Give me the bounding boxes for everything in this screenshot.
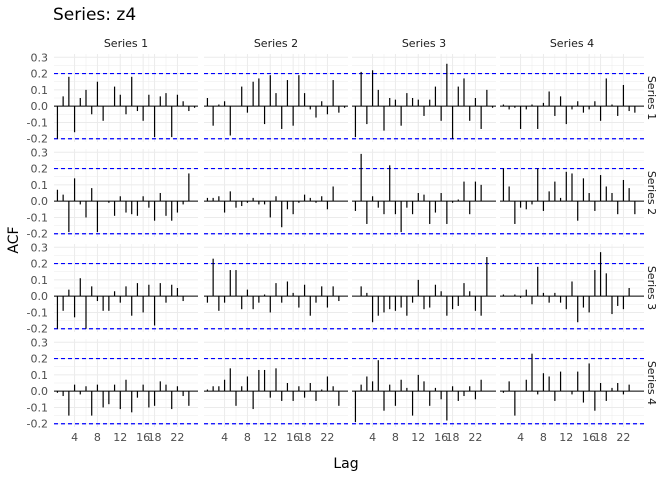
row-strip-label: Series 2 — [645, 171, 658, 215]
y-tick-label: -0.2 — [27, 418, 48, 431]
facet-grid: Series 1 Series 2 Series 3 Series 4 Series 1… — [27, 37, 658, 444]
x-tick-label: 22 — [468, 431, 482, 444]
x-tick-label: 12 — [113, 431, 127, 444]
y-tick-label: 0.1 — [31, 179, 49, 192]
facet-panel — [500, 54, 644, 142]
y-tick-label: -0.1 — [27, 401, 48, 414]
y-tick-label: -0.2 — [27, 133, 48, 146]
column-strip-label: Series 3 — [402, 37, 446, 50]
column-strip-label: Series 2 — [254, 37, 298, 50]
x-tick-label: 18 — [446, 431, 460, 444]
x-tick-label: 8 — [392, 431, 399, 444]
x-tick-label: 12 — [263, 431, 277, 444]
row-strip-label: Series 4 — [645, 361, 658, 405]
x-tick-label: 4 — [71, 431, 78, 444]
x-tick-label: 22 — [616, 431, 630, 444]
facet-panel — [352, 149, 496, 237]
x-tick-label: 18 — [594, 431, 608, 444]
y-tick-label: 0.3 — [31, 146, 49, 159]
x-axis-title: Lag — [333, 456, 358, 472]
x-tick-label: 16 — [582, 431, 596, 444]
y-axis-title: ACF — [6, 226, 22, 253]
facet-panel: -0.2 -0.1 0.0 0.1 0.2 0.3 — [27, 241, 198, 336]
x-tick-label: 18 — [298, 431, 312, 444]
x-tick-label: 22 — [170, 431, 184, 444]
x-tick-label: 4 — [517, 431, 524, 444]
x-tick-label: 4 — [221, 431, 228, 444]
x-tick-label: 12 — [411, 431, 425, 444]
facet-panel — [204, 54, 348, 142]
x-tick-label: 16 — [136, 431, 150, 444]
y-tick-label: 0.3 — [31, 241, 49, 254]
x-tick-label: 4 — [369, 431, 376, 444]
x-tick-label: 16 — [286, 431, 300, 444]
x-tick-label: 16 — [434, 431, 448, 444]
facet-panel — [500, 244, 644, 332]
y-tick-label: 0.0 — [31, 195, 49, 208]
y-tick-label: 0.0 — [31, 385, 49, 398]
y-tick-label: 0.2 — [31, 353, 49, 366]
row-strip-label: Series 3 — [645, 266, 658, 310]
facet-panel — [204, 149, 348, 237]
facet-panel — [500, 149, 644, 237]
facet-panel — [352, 244, 496, 332]
y-tick-label: 0.0 — [31, 290, 49, 303]
y-tick-label: -0.2 — [27, 228, 48, 241]
y-tick-label: -0.1 — [27, 211, 48, 224]
y-tick-label: 0.0 — [31, 100, 49, 113]
y-tick-label: -0.1 — [27, 116, 48, 129]
y-tick-label: -0.1 — [27, 306, 48, 319]
y-tick-label: -0.2 — [27, 323, 48, 336]
y-tick-label: 0.3 — [31, 51, 49, 64]
row-strip-label: Series 1 — [645, 76, 658, 120]
column-strip-label: Series 4 — [550, 37, 594, 50]
facet-panel — [204, 244, 348, 332]
y-tick-label: 0.1 — [31, 274, 49, 287]
facet-panel: -0.2 -0.1 0.0 0.1 0.2 0.3 — [27, 51, 198, 146]
x-tick-label: 12 — [559, 431, 573, 444]
facet-panel — [352, 54, 496, 142]
x-tick-label: 8 — [244, 431, 251, 444]
y-tick-label: 0.3 — [31, 336, 49, 349]
y-tick-label: 0.1 — [31, 369, 49, 382]
y-tick-label: 0.2 — [31, 258, 49, 271]
x-tick-label: 8 — [540, 431, 547, 444]
y-tick-label: 0.2 — [31, 163, 49, 176]
y-tick-label: 0.1 — [31, 84, 49, 97]
column-strip-label: Series 1 — [104, 37, 148, 50]
facet-panel: -0.2 -0.1 0.0 0.1 0.2 0.3 — [27, 146, 198, 241]
x-tick-label: 22 — [320, 431, 334, 444]
x-tick-label: 18 — [148, 431, 162, 444]
y-tick-label: 0.2 — [31, 68, 49, 81]
chart-title: Series: z4 — [53, 5, 136, 25]
x-tick-label: 8 — [94, 431, 101, 444]
